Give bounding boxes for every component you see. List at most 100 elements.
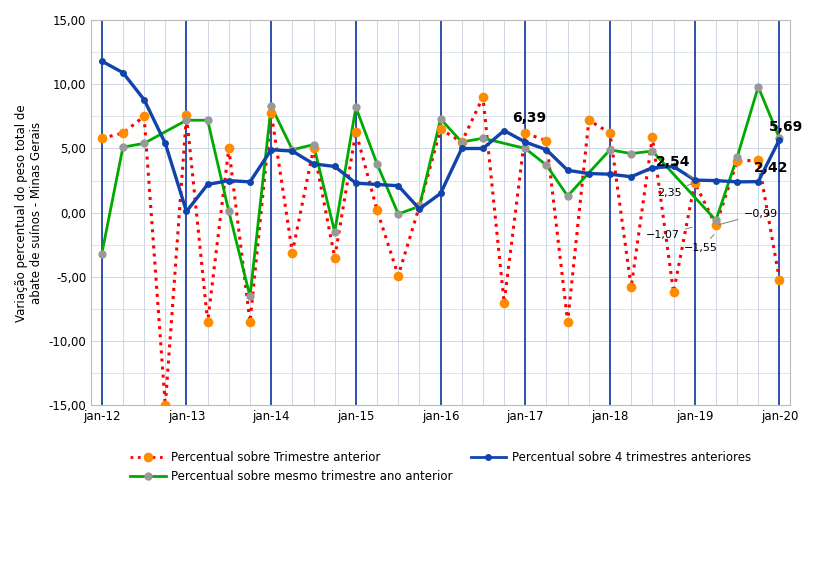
Percentual sobre 4 trimestres anteriores xyxy=(287,148,297,154)
Percentual sobre Trimestre anterior xyxy=(541,137,550,144)
Percentual sobre 4 trimestres anteriores xyxy=(626,173,636,180)
Percentual sobre mesmo trimestre ano anterior xyxy=(393,211,403,217)
Percentual sobre 4 trimestres anteriores xyxy=(202,181,212,188)
Text: −1,07: −1,07 xyxy=(645,227,691,240)
Percentual sobre Trimestre anterior xyxy=(308,145,318,152)
Percentual sobre 4 trimestres anteriores xyxy=(393,182,403,189)
Percentual sobre Trimestre anterior xyxy=(118,129,128,136)
Percentual sobre mesmo trimestre ano anterior xyxy=(372,160,382,167)
Percentual sobre 4 trimestres anteriores xyxy=(414,205,423,212)
Percentual sobre mesmo trimestre ano anterior xyxy=(477,135,487,141)
Percentual sobre 4 trimestres anteriores xyxy=(308,160,318,167)
Text: −1,55: −1,55 xyxy=(683,235,717,253)
Percentual sobre mesmo trimestre ano anterior xyxy=(753,83,762,90)
Percentual sobre Trimestre anterior xyxy=(689,179,699,186)
Line: Percentual sobre 4 trimestres anteriores: Percentual sobre 4 trimestres anteriores xyxy=(102,61,779,212)
Percentual sobre 4 trimestres anteriores xyxy=(731,178,741,185)
Percentual sobre Trimestre anterior xyxy=(181,111,191,118)
Percentual sobre Trimestre anterior xyxy=(626,284,636,291)
Percentual sobre 4 trimestres anteriores xyxy=(562,167,572,174)
Percentual sobre mesmo trimestre ano anterior xyxy=(774,135,784,141)
Percentual sobre 4 trimestres anteriores xyxy=(97,58,106,65)
Percentual sobre 4 trimestres anteriores xyxy=(372,181,382,188)
Percentual sobre Trimestre anterior xyxy=(647,133,657,140)
Percentual sobre mesmo trimestre ano anterior xyxy=(181,117,191,124)
Line: Percentual sobre mesmo trimestre ano anterior: Percentual sobre mesmo trimestre ano ant… xyxy=(102,87,779,296)
Percentual sobre 4 trimestres anteriores xyxy=(161,140,170,147)
Percentual sobre Trimestre anterior xyxy=(245,319,255,325)
Percentual sobre 4 trimestres anteriores xyxy=(710,177,720,184)
Line: Percentual sobre Trimestre anterior: Percentual sobre Trimestre anterior xyxy=(102,97,779,405)
Percentual sobre mesmo trimestre ano anterior xyxy=(520,145,530,152)
Percentual sobre Trimestre anterior xyxy=(139,113,149,120)
Percentual sobre mesmo trimestre ano anterior xyxy=(435,115,445,122)
Percentual sobre mesmo trimestre ano anterior xyxy=(710,217,720,224)
Percentual sobre Trimestre anterior xyxy=(202,319,212,325)
Percentual sobre mesmo trimestre ano anterior xyxy=(308,141,318,148)
Text: 2,54: 2,54 xyxy=(655,155,692,178)
Percentual sobre mesmo trimestre ano anterior xyxy=(97,251,106,257)
Percentual sobre 4 trimestres anteriores xyxy=(583,170,593,177)
Percentual sobre 4 trimestres anteriores xyxy=(181,208,191,215)
Percentual sobre 4 trimestres anteriores xyxy=(456,145,466,152)
Percentual sobre 4 trimestres anteriores xyxy=(604,171,614,177)
Percentual sobre 4 trimestres anteriores xyxy=(520,138,530,145)
Percentual sobre 4 trimestres anteriores xyxy=(118,69,128,76)
Percentual sobre 4 trimestres anteriores xyxy=(435,190,445,197)
Percentual sobre Trimestre anterior xyxy=(731,158,741,165)
Percentual sobre Trimestre anterior xyxy=(604,129,614,136)
Percentual sobre mesmo trimestre ano anterior xyxy=(202,117,212,124)
Percentual sobre Trimestre anterior xyxy=(393,272,403,279)
Percentual sobre mesmo trimestre ano anterior xyxy=(731,154,741,161)
Percentual sobre Trimestre anterior xyxy=(414,203,423,209)
Percentual sobre Trimestre anterior xyxy=(456,138,466,145)
Percentual sobre Trimestre anterior xyxy=(329,254,339,261)
Percentual sobre 4 trimestres anteriores xyxy=(753,178,762,185)
Percentual sobre mesmo trimestre ano anterior xyxy=(139,140,149,147)
Percentual sobre Trimestre anterior xyxy=(583,117,593,124)
Percentual sobre Trimestre anterior xyxy=(562,319,572,325)
Percentual sobre mesmo trimestre ano anterior xyxy=(562,193,572,199)
Percentual sobre mesmo trimestre ano anterior xyxy=(118,144,128,150)
Percentual sobre 4 trimestres anteriores xyxy=(477,145,487,152)
Percentual sobre Trimestre anterior xyxy=(435,126,445,132)
Text: 6,39: 6,39 xyxy=(512,111,546,126)
Percentual sobre 4 trimestres anteriores xyxy=(647,164,657,171)
Percentual sobre 4 trimestres anteriores xyxy=(541,146,550,153)
Percentual sobre mesmo trimestre ano anterior xyxy=(266,102,276,109)
Percentual sobre mesmo trimestre ano anterior xyxy=(626,150,636,157)
Percentual sobre Trimestre anterior xyxy=(372,207,382,213)
Percentual sobre mesmo trimestre ano anterior xyxy=(287,146,297,153)
Percentual sobre Trimestre anterior xyxy=(774,276,784,283)
Percentual sobre Trimestre anterior xyxy=(287,249,297,256)
Percentual sobre 4 trimestres anteriores xyxy=(266,146,276,153)
Percentual sobre Trimestre anterior xyxy=(477,93,487,100)
Percentual sobre mesmo trimestre ano anterior xyxy=(351,104,360,111)
Text: 2,35: 2,35 xyxy=(656,184,691,198)
Percentual sobre 4 trimestres anteriores xyxy=(139,96,149,103)
Percentual sobre Trimestre anterior xyxy=(499,300,509,306)
Percentual sobre 4 trimestres anteriores xyxy=(329,163,339,170)
Percentual sobre Trimestre anterior xyxy=(161,402,170,409)
Percentual sobre mesmo trimestre ano anterior xyxy=(647,148,657,154)
Percentual sobre Trimestre anterior xyxy=(224,145,233,152)
Text: 5,69: 5,69 xyxy=(768,120,802,135)
Text: 2,42: 2,42 xyxy=(753,161,788,175)
Percentual sobre mesmo trimestre ano anterior xyxy=(456,138,466,145)
Percentual sobre 4 trimestres anteriores xyxy=(689,177,699,184)
Legend: Percentual sobre Trimestre anterior, Percentual sobre mesmo trimestre ano anteri: Percentual sobre Trimestre anterior, Per… xyxy=(125,446,755,488)
Percentual sobre mesmo trimestre ano anterior xyxy=(245,293,255,300)
Percentual sobre Trimestre anterior xyxy=(710,222,720,229)
Percentual sobre Trimestre anterior xyxy=(520,129,530,136)
Y-axis label: Variação percentual do peso total de
abate de suínos - Minas Gerais: Variação percentual do peso total de aba… xyxy=(15,104,43,321)
Percentual sobre 4 trimestres anteriores xyxy=(499,127,509,134)
Percentual sobre Trimestre anterior xyxy=(97,135,106,141)
Percentual sobre Trimestre anterior xyxy=(753,157,762,163)
Percentual sobre Trimestre anterior xyxy=(667,289,677,296)
Percentual sobre 4 trimestres anteriores xyxy=(351,180,360,186)
Percentual sobre mesmo trimestre ano anterior xyxy=(414,203,423,209)
Percentual sobre mesmo trimestre ano anterior xyxy=(541,162,550,168)
Text: −0,99: −0,99 xyxy=(717,208,776,225)
Percentual sobre 4 trimestres anteriores xyxy=(245,178,255,185)
Percentual sobre Trimestre anterior xyxy=(351,128,360,135)
